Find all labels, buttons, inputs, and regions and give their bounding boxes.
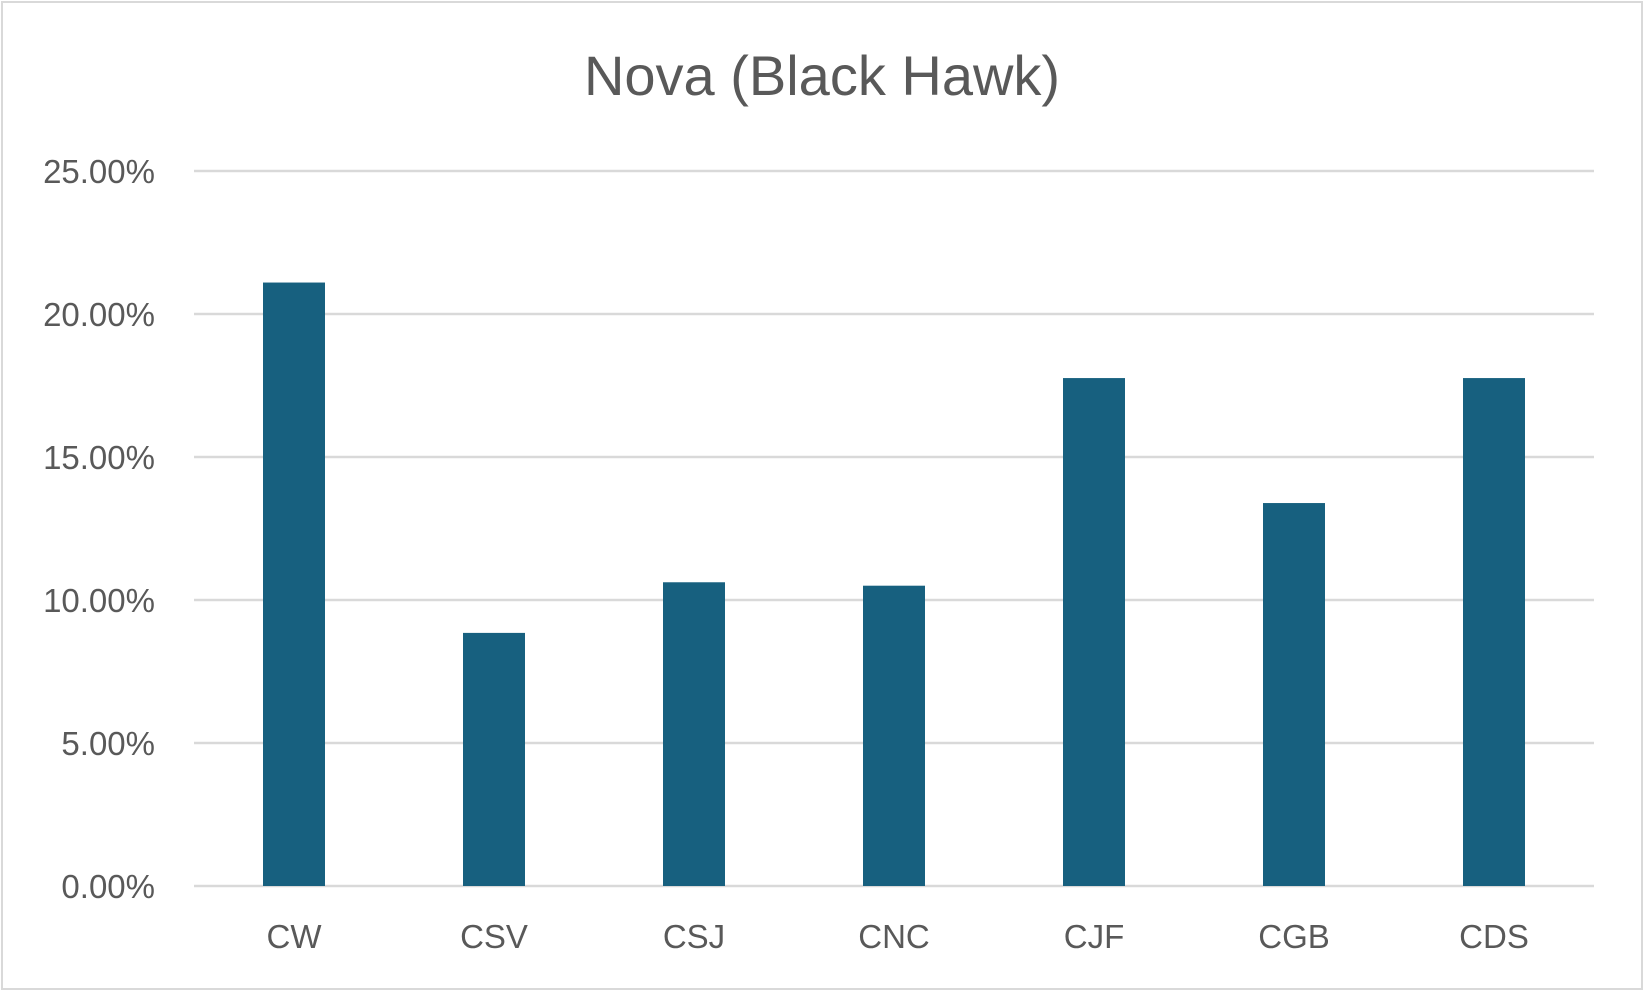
bar-cjf bbox=[1063, 378, 1125, 886]
bar-csv bbox=[463, 632, 525, 886]
x-tick-label: CGB bbox=[1258, 918, 1330, 955]
x-axis-tick-labels: CW CSV CSJ CNC CJF CGB CDS bbox=[267, 918, 1529, 955]
bar-cw bbox=[263, 282, 325, 886]
bar-cgb bbox=[1263, 503, 1325, 886]
chart-title: Nova (Black Hawk) bbox=[584, 44, 1060, 107]
y-tick-label: 25.00% bbox=[43, 153, 155, 190]
bar-csj bbox=[663, 582, 725, 886]
x-tick-label: CW bbox=[267, 918, 323, 955]
x-tick-label: CNC bbox=[858, 918, 930, 955]
x-tick-label: CJF bbox=[1064, 918, 1125, 955]
y-tick-label: 10.00% bbox=[43, 582, 155, 619]
y-axis-tick-labels: 0.00% 5.00% 10.00% 15.00% 20.00% 25.00% bbox=[43, 153, 155, 905]
bar-cds bbox=[1463, 378, 1525, 886]
bar-cnc bbox=[863, 585, 925, 886]
x-tick-label: CSV bbox=[460, 918, 528, 955]
y-tick-label: 20.00% bbox=[43, 296, 155, 333]
bars bbox=[263, 282, 1525, 886]
x-tick-label: CSJ bbox=[663, 918, 725, 955]
y-tick-label: 15.00% bbox=[43, 439, 155, 476]
y-tick-label: 0.00% bbox=[61, 868, 155, 905]
y-tick-label: 5.00% bbox=[61, 725, 155, 762]
x-tick-label: CDS bbox=[1459, 918, 1529, 955]
gridlines bbox=[194, 169, 1594, 888]
